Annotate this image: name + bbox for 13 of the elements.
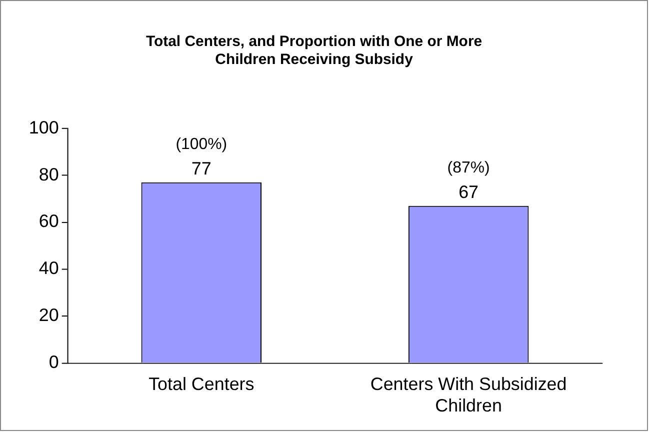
y-tick-label: 0 (48, 352, 59, 372)
y-tick-label: 60 (38, 211, 59, 232)
annotation: (87%) (447, 159, 490, 176)
data-label: 67 (458, 182, 479, 202)
y-tick-label: 80 (38, 164, 59, 184)
annotation: (100%) (176, 136, 228, 153)
y-tick-label: 100 (28, 117, 59, 138)
chart-title: Total Centers, and Proportion with One or More Children Receiving Subsidy (146, 32, 482, 68)
data-label: 77 (191, 158, 212, 178)
x-tick-label: Total Centers (148, 374, 254, 394)
y-tick-label: 40 (38, 258, 59, 278)
x-tick-label: Centers With Subsidized Children (370, 374, 567, 416)
y-tick-label: 20 (38, 305, 59, 326)
